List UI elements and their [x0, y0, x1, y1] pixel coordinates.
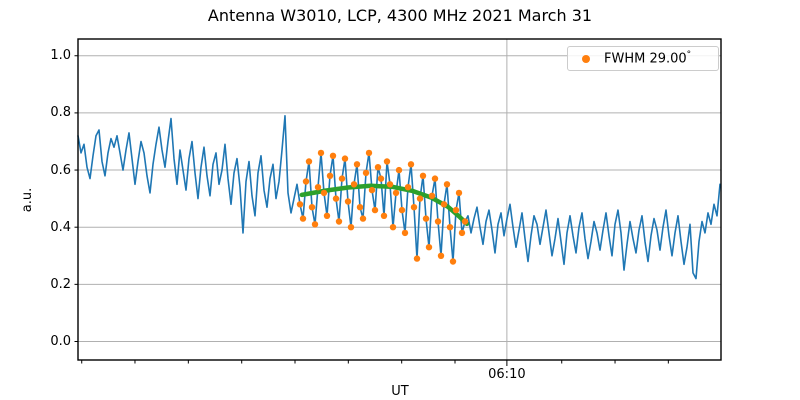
fit-point: [326, 172, 334, 179]
fit-point: [371, 206, 379, 214]
fit-point: [383, 158, 391, 165]
fit-point: [377, 175, 385, 182]
fit-point: [395, 166, 403, 174]
fit-point: [335, 218, 343, 225]
fit-point: [461, 218, 469, 225]
degree-symbol: °: [686, 50, 692, 61]
fit-point: [389, 224, 397, 231]
legend-label: FWHM 29.00°: [604, 50, 691, 66]
fit-point: [425, 244, 433, 251]
y-tick-label: 0.2: [50, 276, 71, 292]
legend: FWHM 29.00°: [567, 46, 719, 71]
fit-point: [362, 169, 370, 177]
fit-point: [434, 218, 442, 225]
fit-point: [422, 215, 430, 222]
fit-point: [401, 229, 409, 237]
fit-point: [302, 178, 310, 185]
fit-point: [455, 189, 463, 197]
signal-line: [77, 115, 721, 280]
y-tick-label: 1.0: [50, 48, 71, 64]
fit-point: [338, 175, 346, 182]
fit-point: [416, 195, 424, 202]
fit-point: [305, 158, 313, 165]
fit-point: [365, 149, 373, 157]
fit-point: [299, 215, 307, 222]
fit-point: [431, 175, 439, 182]
y-tick-label: 0.8: [50, 105, 71, 121]
fit-curve: [299, 183, 470, 227]
axes-border: [77, 38, 722, 361]
fit-point: [404, 184, 412, 191]
y-tick-label: 0.0: [50, 334, 71, 349]
x-tick-label: 06:10: [488, 367, 526, 382]
fit-point: [311, 221, 319, 228]
fit-point: [398, 206, 406, 214]
fit-point: [350, 181, 358, 188]
x-axis-label: UT: [391, 384, 409, 399]
fit-point: [407, 161, 415, 168]
legend-label-text: FWHM 29.00: [604, 51, 687, 67]
y-tick-label: 0.4: [50, 219, 71, 235]
fit-point: [320, 189, 328, 197]
fit-point: [356, 204, 364, 211]
fit-point: [452, 206, 460, 214]
fit-point: [374, 164, 382, 171]
fit-point: [386, 181, 394, 188]
chart-title: Antenna W3010, LCP, 4300 MHz 2021 March …: [207, 6, 593, 25]
fit-point: [314, 184, 322, 191]
fit-point: [440, 201, 448, 208]
fit-point: [458, 229, 466, 237]
fit-point: [308, 204, 316, 211]
fit-point: [443, 181, 451, 188]
fit-point: [413, 255, 421, 262]
fit-point: [359, 215, 367, 222]
fit-point: [437, 252, 445, 259]
fit-point: [317, 149, 325, 157]
fit-point: [329, 152, 337, 159]
fit-point: [368, 186, 376, 194]
y-tick-label: 0.6: [50, 162, 71, 178]
y-axis-label: a.u.: [20, 187, 35, 213]
fit-point: [419, 172, 427, 179]
fit-point: [380, 212, 388, 219]
fit-point: [341, 155, 349, 162]
fit-point: [344, 198, 352, 205]
legend-marker-dot-icon: [582, 54, 590, 63]
fit-point: [347, 224, 355, 231]
fit-point: [296, 201, 304, 208]
fit-point: [446, 224, 454, 231]
fit-point: [410, 204, 418, 211]
fit-point: [332, 195, 340, 202]
fit-point: [323, 212, 331, 219]
fit-point: [428, 192, 436, 199]
fit-point: [449, 258, 457, 265]
fit-point: [353, 161, 361, 168]
fit-point: [392, 189, 400, 197]
